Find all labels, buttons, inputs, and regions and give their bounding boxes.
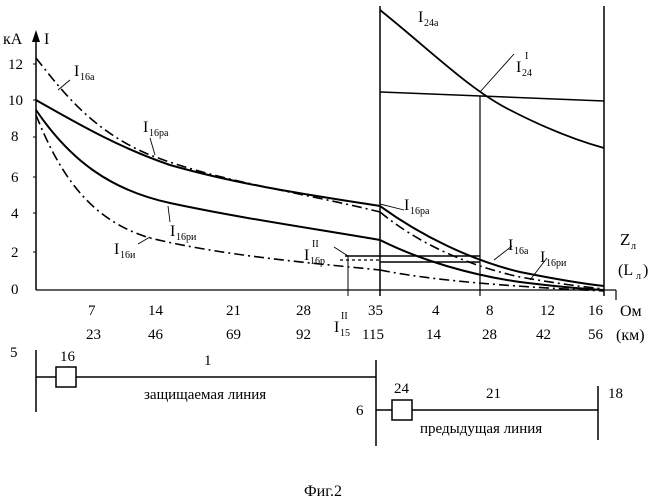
svg-text:16а: 16а bbox=[514, 246, 529, 257]
svg-text:(L: (L bbox=[618, 262, 633, 279]
svg-text:16ра: 16ра bbox=[410, 206, 430, 217]
label-i16a-left: I 16а bbox=[58, 63, 95, 90]
label-i24-1: I I 24 bbox=[516, 51, 532, 79]
x-axis-unit-km: (км) bbox=[616, 327, 645, 344]
svg-text:24: 24 bbox=[522, 68, 532, 79]
label-i16pi-right: I 16ри bbox=[540, 249, 567, 269]
line-21-name: предыдущая линия bbox=[420, 421, 542, 437]
curve-i16i-left bbox=[36, 115, 380, 270]
label-i16p2: I II 16р bbox=[304, 239, 325, 267]
svg-text:I: I bbox=[114, 241, 119, 258]
x-tick-km: 115 bbox=[362, 327, 384, 343]
y-axis-ticks: 12 10 8 6 4 2 0 bbox=[8, 57, 36, 298]
x-tick-ohm: 16 bbox=[588, 303, 604, 319]
x-tick-ohm: 28 bbox=[296, 303, 311, 319]
x-axis-unit-ohm: Ом bbox=[620, 303, 642, 320]
label-i16pa-right: I 16ра bbox=[404, 197, 430, 217]
svg-text:16ри: 16ри bbox=[176, 232, 197, 243]
svg-text:I: I bbox=[143, 119, 148, 136]
x-tick-ohm: 7 bbox=[88, 303, 96, 319]
y-axis: кА I 12 10 8 6 4 2 0 bbox=[3, 30, 49, 298]
x-tick-km: 56 bbox=[588, 327, 604, 343]
line-1-name: защищаемая линия bbox=[144, 387, 266, 403]
svg-text:16ра: 16ра bbox=[149, 128, 169, 139]
label-i15-2: I II 15 bbox=[334, 311, 350, 339]
svg-text:I: I bbox=[418, 9, 423, 26]
label-i24a: I 24а bbox=[418, 9, 439, 29]
svg-text:16и: 16и bbox=[120, 250, 136, 261]
svg-text:16ри: 16ри bbox=[546, 258, 567, 269]
svg-text:15: 15 bbox=[340, 328, 350, 339]
curves-right bbox=[334, 10, 604, 291]
relay-16-label: 16 bbox=[60, 349, 76, 365]
x-tick-ohm: 14 bbox=[148, 303, 164, 319]
x-tick-km: 23 bbox=[86, 327, 101, 343]
y-tick-label: 4 bbox=[11, 206, 19, 222]
y-tick-label: 0 bbox=[11, 282, 19, 298]
bus-5-label: 5 bbox=[10, 345, 18, 361]
x-tick-km: 28 bbox=[482, 327, 497, 343]
svg-text:I: I bbox=[334, 319, 339, 336]
curves-left bbox=[36, 58, 380, 270]
svg-text:I: I bbox=[516, 59, 521, 76]
y-axis-unit-label: кА bbox=[3, 31, 23, 48]
relay-24-box bbox=[392, 400, 412, 420]
svg-text:Z: Z bbox=[620, 230, 630, 249]
svg-text:I: I bbox=[508, 237, 513, 254]
x-tick-km: 69 bbox=[226, 327, 241, 343]
x-tick-km: 46 bbox=[148, 327, 164, 343]
y-tick-label: 6 bbox=[11, 170, 19, 186]
x-tick-ohm: 12 bbox=[540, 303, 555, 319]
bus-18-label: 18 bbox=[608, 386, 623, 402]
svg-text:I: I bbox=[74, 63, 79, 80]
svg-text:16р: 16р bbox=[310, 256, 325, 267]
label-i16i: I 16и bbox=[114, 237, 150, 261]
x-tick-ohm: 35 bbox=[368, 303, 383, 319]
svg-text:): ) bbox=[643, 262, 648, 279]
x-tick-ohm: 21 bbox=[226, 303, 241, 319]
y-tick-label: 2 bbox=[11, 245, 19, 261]
y-tick-label: 12 bbox=[8, 57, 23, 73]
y-axis-symbol: I bbox=[44, 31, 49, 48]
svg-text:I: I bbox=[525, 51, 528, 62]
x-tick-km: 14 bbox=[426, 327, 442, 343]
label-i16pi-left: I 16ри bbox=[168, 206, 197, 243]
svg-text:II: II bbox=[341, 311, 348, 322]
svg-text:л: л bbox=[631, 241, 636, 252]
svg-text:I: I bbox=[540, 249, 545, 266]
svg-text:л: л bbox=[636, 271, 641, 282]
curve-i16pa-right bbox=[380, 206, 604, 286]
svg-text:II: II bbox=[312, 239, 319, 250]
curve-i16pa-left bbox=[36, 100, 380, 206]
x-tick-ohm: 8 bbox=[486, 303, 494, 319]
bus-6-label: 6 bbox=[356, 403, 364, 419]
schematic: 5 16 1 защищаемая линия 6 24 21 18 преды… bbox=[10, 345, 623, 446]
x-tick-km: 42 bbox=[536, 327, 551, 343]
y-tick-label: 8 bbox=[11, 129, 19, 145]
line-21-number: 21 bbox=[486, 386, 501, 402]
svg-text:16а: 16а bbox=[80, 72, 95, 83]
svg-text:I: I bbox=[404, 197, 409, 214]
relay-24-label: 24 bbox=[394, 381, 410, 397]
label-i16a-right: I 16а bbox=[508, 237, 529, 257]
label-i16pa-left: I 16ра bbox=[143, 119, 169, 155]
boundary-lines bbox=[348, 6, 604, 296]
svg-text:24а: 24а bbox=[424, 18, 439, 29]
figure-caption: Фиг.2 bbox=[304, 483, 342, 500]
y-tick-label: 10 bbox=[8, 93, 23, 109]
x-tick-ohm: 4 bbox=[432, 303, 440, 319]
svg-text:I: I bbox=[304, 247, 309, 264]
x-tick-km: 92 bbox=[296, 327, 311, 343]
line-1-number: 1 bbox=[204, 353, 212, 369]
svg-text:I: I bbox=[170, 223, 175, 240]
x-axis-symbol: Z л (L л ) bbox=[618, 230, 648, 282]
relay-16-box bbox=[56, 367, 76, 387]
